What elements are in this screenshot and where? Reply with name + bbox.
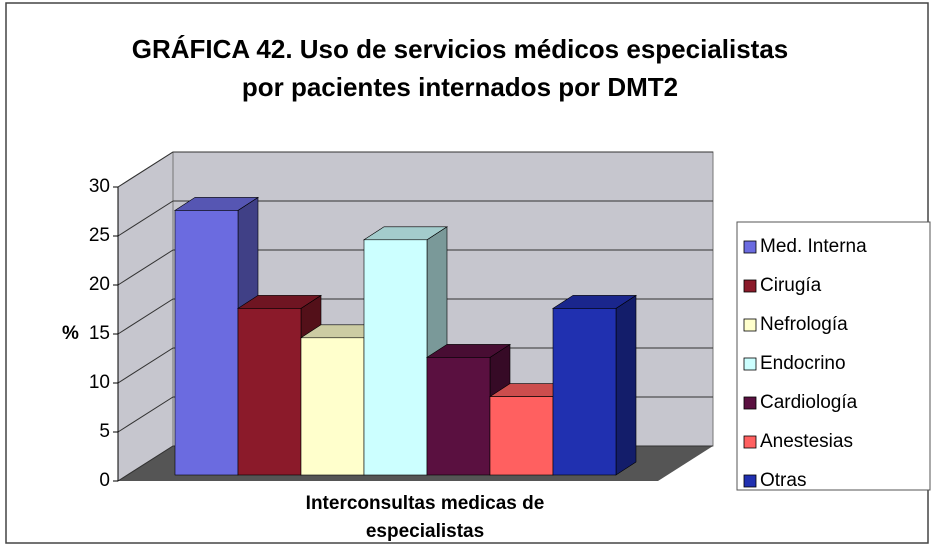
bar [426,357,491,476]
y-tick-label: 20 [89,274,110,295]
bar [552,308,617,476]
legend-label: Med. Interna [760,236,867,257]
bar [363,239,428,476]
y-tick-label: 10 [89,372,110,393]
y-tick-label: 0 [99,470,110,491]
y-tick-label: 30 [89,176,110,197]
grid-line [117,347,713,384]
legend-label: Cardiología [760,392,858,413]
y-axis-label: % [62,323,79,344]
y-tick-label: 25 [89,225,110,246]
legend-box [736,221,931,491]
bar-side [615,294,637,476]
legend-swatch [743,240,757,254]
legend-swatch [743,318,757,332]
y-tick-label: 5 [99,421,110,442]
bar [489,396,554,476]
chart-title: GRÁFICA 42. Uso de servicios médicos esp… [131,34,789,102]
legend-swatch [743,357,757,371]
legend-swatch [743,279,757,293]
grid-line [117,200,713,237]
legend-label: Endocrino [760,353,846,374]
legend-swatch [743,474,757,488]
legend-label: Anestesias [760,431,853,452]
legend-label: Otras [760,470,806,491]
grid-line [117,249,713,286]
bar [174,210,239,476]
bar [300,337,365,476]
legend-label: Nefrología [760,314,848,335]
grid-line [117,298,713,335]
bar [237,308,302,476]
grid-line [117,151,713,188]
x-tick-label: Interconsultas medicas de especialistas [305,493,545,542]
legend-swatch [743,435,757,449]
y-tick-label: 15 [89,323,110,344]
legend-label: Cirugía [760,275,822,296]
legend-swatch [743,396,757,410]
